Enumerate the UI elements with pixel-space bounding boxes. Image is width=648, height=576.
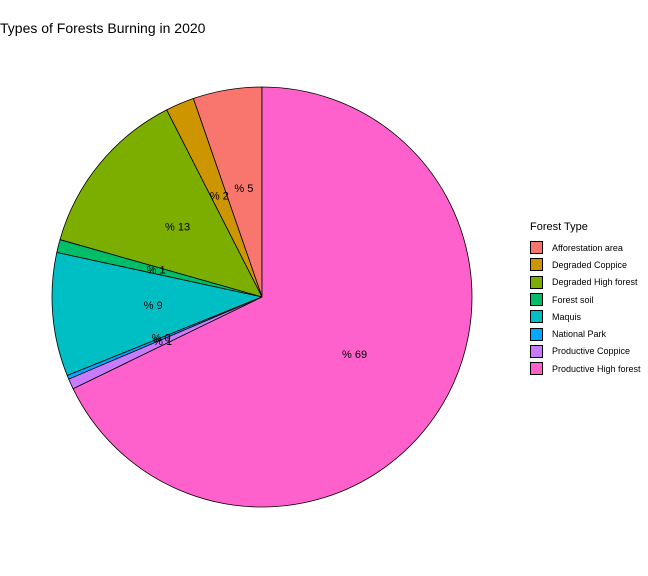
- legend-swatch: [530, 344, 543, 358]
- pie-slice-2: [59, 109, 263, 298]
- legend-item-5: National Park: [530, 325, 641, 342]
- slice-label-6: % 1: [153, 336, 172, 348]
- legend-swatch: [530, 310, 543, 324]
- slice-label-2: % 13: [165, 222, 190, 234]
- legend-label: Forest soil: [552, 294, 594, 305]
- legend-label: Productive Coppice: [552, 346, 631, 357]
- legend-item-2: Degraded High forest: [530, 274, 641, 291]
- legend-swatch: [530, 293, 543, 307]
- slice-label-0: % 5: [234, 183, 253, 195]
- legend: Forest Type Afforestation area Degraded C…: [530, 221, 641, 377]
- legend-swatch: [530, 362, 543, 376]
- slice-label-1: % 2: [210, 190, 229, 202]
- legend-item-7: Productive High forest: [530, 360, 641, 377]
- slice-label-5: % 0: [152, 333, 171, 345]
- legend-label: Maquis: [552, 311, 582, 322]
- legend-title: Forest Type: [530, 221, 588, 233]
- legend-label: Productive High forest: [552, 363, 641, 374]
- legend-items: Afforestation area Degraded Coppice Degrad…: [530, 239, 641, 377]
- legend-item-4: Maquis: [530, 308, 641, 325]
- legend-item-6: Productive Coppice: [530, 343, 641, 360]
- chart-title: Types of Forests Burning in 2020: [0, 20, 206, 36]
- legend-item-0: Afforestation area: [530, 239, 641, 256]
- legend-swatch: [530, 275, 543, 289]
- legend-swatch: [530, 327, 543, 341]
- slice-label-3: % 1: [147, 264, 166, 276]
- legend-item-3: Forest soil: [530, 291, 641, 308]
- legend-label: Afforestation area: [552, 242, 623, 253]
- pie-slice-4: [51, 252, 264, 377]
- slice-label-7: % 69: [342, 349, 367, 361]
- legend-label: Degraded High forest: [552, 277, 638, 288]
- legend-label: National Park: [552, 329, 607, 340]
- legend-swatch: [530, 241, 543, 255]
- pie-slice-7: [72, 86, 473, 508]
- legend-item-1: Degraded Coppice: [530, 256, 641, 273]
- slice-label-4: % 9: [144, 300, 163, 312]
- legend-label: Degraded Coppice: [552, 259, 628, 270]
- legend-swatch: [530, 258, 543, 272]
